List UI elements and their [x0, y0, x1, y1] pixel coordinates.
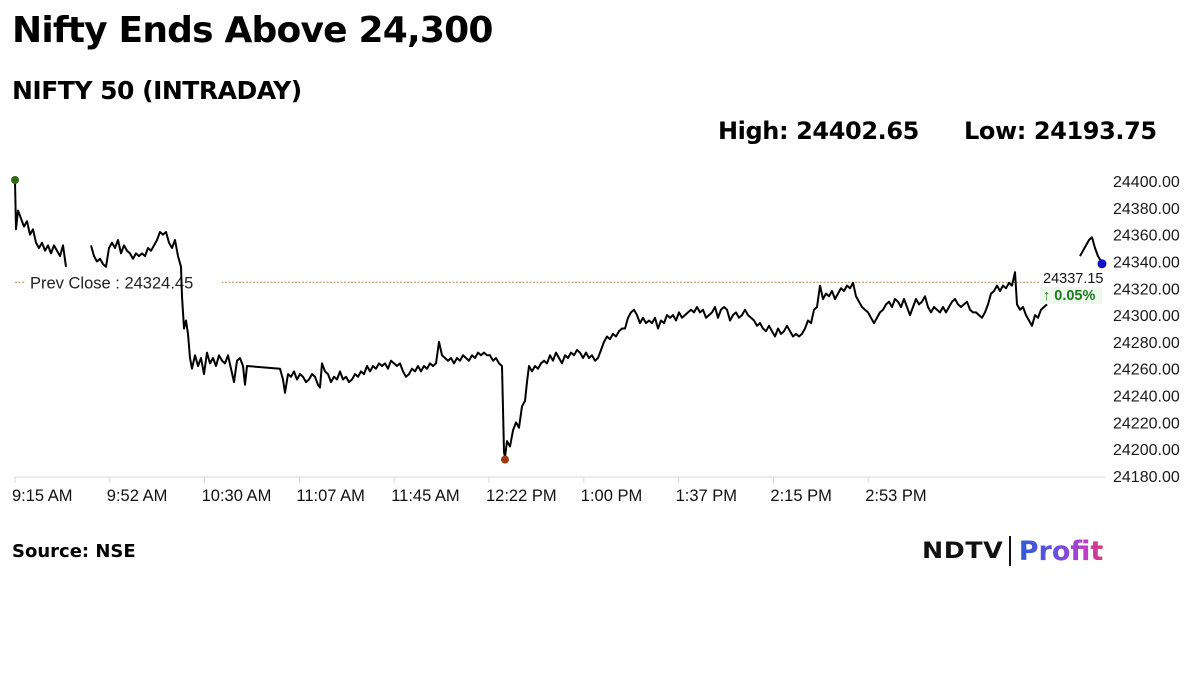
- price-line-segment: [90, 231, 1048, 459]
- y-tick-label: 24360.00: [1113, 228, 1180, 245]
- brand-separator: [1008, 536, 1011, 566]
- price-line-segment: [14, 180, 67, 267]
- y-tick-label: 24380.00: [1113, 201, 1180, 218]
- change-percent-label: ↑ 0.05%: [1043, 288, 1095, 304]
- y-tick-label: 24300.00: [1113, 308, 1180, 325]
- last-price-label: 24337.15: [1043, 271, 1103, 287]
- prev-close-label-bg: [26, 271, 222, 294]
- y-tick-label: 24280.00: [1113, 335, 1180, 352]
- day-high-label: High: 24402.65: [718, 117, 919, 145]
- y-tick-label: 24320.00: [1113, 281, 1180, 298]
- y-tick-label: 24220.00: [1113, 415, 1180, 432]
- y-tick-label: 24180.00: [1113, 469, 1180, 486]
- day-low-marker: [501, 455, 509, 464]
- x-tick-label: 9:52 AM: [107, 487, 168, 505]
- x-tick-label: 9:15 AM: [12, 487, 73, 505]
- chart-subtitle: NIFTY 50 (INTRADAY): [12, 76, 302, 105]
- last-price-marker: [1097, 259, 1107, 269]
- x-tick-label: 10:30 AM: [202, 487, 272, 505]
- y-tick-label: 24400.00: [1113, 174, 1180, 191]
- x-tick-label: 11:07 AM: [296, 487, 365, 505]
- x-tick-label: 2:15 PM: [770, 487, 831, 505]
- y-tick-label: 24200.00: [1113, 442, 1180, 459]
- price-line: [14, 180, 1103, 459]
- profit-wordmark: Profit: [1018, 535, 1104, 567]
- source-label: Source: NSE: [12, 541, 136, 562]
- page-title: Nifty Ends Above 24,300: [12, 10, 493, 51]
- x-tick-label: 12:22 PM: [486, 487, 557, 505]
- y-tick-label: 24340.00: [1113, 254, 1180, 271]
- brand-logo: NDTV Profit: [922, 532, 1103, 570]
- y-tick-label: 24260.00: [1113, 362, 1180, 379]
- open-high-marker: [11, 176, 19, 184]
- y-tick-label: 24240.00: [1113, 389, 1180, 406]
- prev-close-label: Prev Close : 24324.45: [30, 274, 193, 292]
- x-tick-label: 1:37 PM: [676, 487, 737, 505]
- ndtv-wordmark: NDTV: [922, 538, 1004, 564]
- change-badge-bg: [1040, 287, 1102, 304]
- x-tick-label: 2:53 PM: [865, 487, 926, 505]
- x-axis: 9:15 AM 9:52 AM 10:30 AM 11:07 AM 11:45 AM 12…: [12, 476, 1105, 505]
- price-line-segment: [1079, 236, 1103, 264]
- y-axis: 24400.00 24380.00 24360.00 24340.00 24320.00…: [1113, 174, 1180, 486]
- x-tick-label: 11:45 AM: [391, 487, 460, 505]
- x-tick-label: 1:00 PM: [581, 487, 642, 505]
- day-low-label: Low: 24193.75: [964, 117, 1157, 145]
